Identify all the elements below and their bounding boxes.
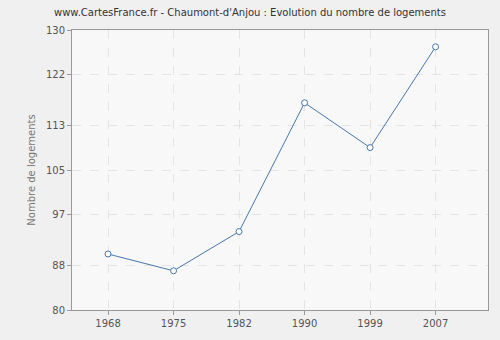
svg-text:97: 97	[52, 209, 65, 220]
svg-text:1968: 1968	[95, 318, 120, 329]
svg-text:1975: 1975	[161, 318, 186, 329]
svg-text:1999: 1999	[357, 318, 382, 329]
svg-text:1990: 1990	[292, 318, 317, 329]
svg-text:1982: 1982	[226, 318, 251, 329]
svg-text:2007: 2007	[423, 318, 448, 329]
svg-text:80: 80	[52, 305, 65, 316]
svg-text:122: 122	[46, 69, 65, 80]
svg-text:113: 113	[46, 120, 65, 131]
svg-text:130: 130	[46, 25, 65, 36]
svg-text:88: 88	[52, 260, 65, 271]
svg-text:Nombre de logements: Nombre de logements	[26, 114, 37, 225]
svg-text:www.CartesFrance.fr - Chaumont: www.CartesFrance.fr - Chaumont-d'Anjou :…	[54, 7, 446, 18]
svg-text:105: 105	[46, 165, 65, 176]
